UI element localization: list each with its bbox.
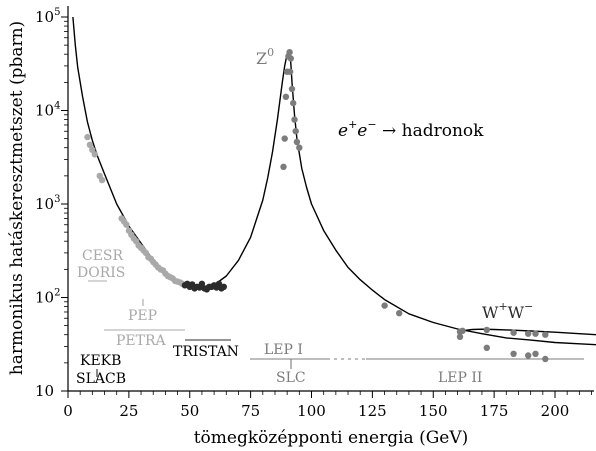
ww-w2: W [508,303,525,322]
data-points [84,49,549,363]
data-point [510,329,517,336]
y-tick-label: 102 [35,288,60,307]
data-point [510,350,517,357]
data-point [290,99,297,107]
label-kekb: KEKB [80,353,121,369]
label-doris: DORIS [77,265,125,281]
axis-ticks [61,16,592,398]
ww-plus: + [498,300,507,313]
data-point [483,326,490,334]
z0-base: Z [256,49,267,68]
data-point [86,141,94,148]
label-petra: PETRA [116,333,167,349]
data-point [459,327,466,334]
x-tick-label: 125 [358,402,387,420]
data-point [282,93,290,101]
x-tick-label: 50 [180,402,199,420]
y-tick-label: 104 [35,101,60,120]
process-e1: e [338,121,348,141]
x-tick-label: 0 [63,402,73,420]
ww-w1: W [482,303,499,322]
x-axis-label: tömegközépponti energia (GeV) [194,428,469,448]
collider-labels: CESR DORIS PEP PETRA TRISTAN KEKB SLACB … [76,248,482,387]
process-rest: → hadronok [377,121,485,141]
data-point [98,176,106,184]
data-point [286,49,293,56]
label-process: e+e− → hadronok [338,118,484,141]
data-point [91,151,99,158]
x-tick-label: 150 [419,402,448,420]
data-point [525,330,532,337]
data-point [287,55,294,62]
y-tick-label: 103 [35,194,60,213]
curve-total [72,16,596,346]
label-tristan: TRISTAN [173,344,239,360]
label-lep1: LEP I [264,342,303,358]
data-point [532,350,539,357]
data-point [456,333,464,340]
process-e2: e [357,121,367,141]
data-point [286,68,294,75]
x-tick-label: 175 [480,402,509,420]
data-point [220,283,227,290]
label-slc: SLC [276,370,306,386]
data-point [483,344,490,351]
data-point [293,138,301,146]
x-tick-label: 25 [119,402,138,420]
y-tick-label: 105 [35,7,60,26]
label-cesr: CESR [82,248,124,264]
data-point [525,352,532,359]
data-point [288,85,296,93]
label-slacb: SLACB [76,371,126,387]
data-point [296,144,303,151]
data-point [291,116,298,123]
z0-sup: 0 [267,46,274,59]
y-tick-label: 10 [35,382,54,400]
x-tick-label: 100 [297,402,326,420]
data-point [123,221,130,228]
label-ww: W+W− [482,300,533,322]
label-z0: Z0 [256,46,274,68]
data-point [84,133,91,141]
data-point [532,330,539,337]
axis-tick-labels: 0 25 50 75 100 125 150 175 200 10 102 103 104 105 [35,7,569,420]
data-point [280,163,287,170]
x-tick-label: 200 [541,402,570,420]
label-pep: PEP [128,308,157,324]
collider-ranges [88,280,584,377]
ww-minus: − [524,300,533,313]
data-point [396,310,403,317]
process-minus: − [367,118,376,131]
data-point [542,331,549,338]
data-point [292,128,299,135]
x-tick-label: 75 [241,402,260,420]
y-axis-label: harmonikus hatáskeresztmetszet (pbarn) [7,21,27,375]
process-plus: + [348,118,357,131]
label-lep2: LEP II [438,370,482,386]
fit-curves [72,16,596,346]
data-point [281,135,288,142]
data-point [381,302,388,309]
